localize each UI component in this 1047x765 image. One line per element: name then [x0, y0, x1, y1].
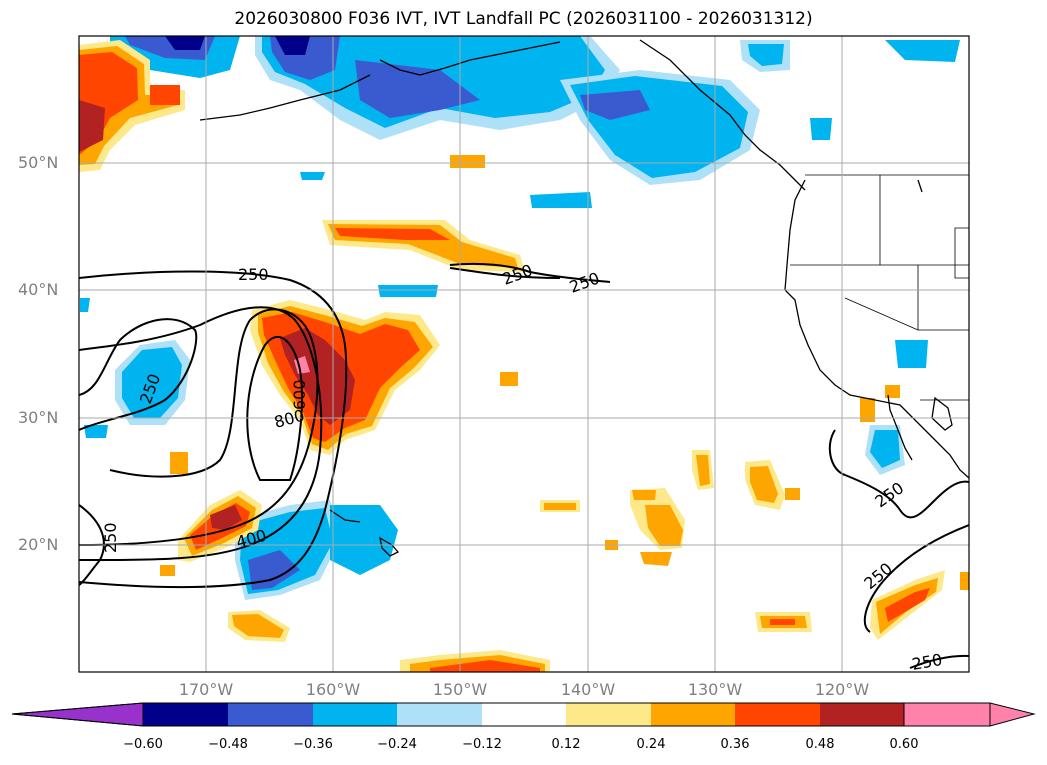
map-frame: [78, 35, 970, 673]
lon-label: 150°W: [432, 680, 488, 699]
lat-label: 20°N: [18, 535, 59, 554]
colorbar-tick: 0.48: [805, 737, 835, 752]
graticule: [79, 36, 969, 672]
contour-label: 600: [290, 379, 309, 410]
coastlines: [199, 39, 969, 557]
lon-label: 120°W: [814, 680, 870, 699]
colorbar: [11, 702, 1036, 727]
ivt-contours: [79, 262, 969, 669]
colorbar-tick: −0.12: [462, 737, 502, 752]
colorbar-tick: 0.24: [636, 737, 666, 752]
lat-label: 30°N: [18, 408, 59, 427]
colorbar-tick: −0.24: [377, 737, 417, 752]
lon-label: 170°W: [178, 680, 234, 699]
contour-label: 250: [101, 522, 120, 553]
colorbar-tick: −0.60: [123, 737, 163, 752]
lon-label: 130°W: [687, 680, 743, 699]
lon-label: 160°W: [305, 680, 361, 699]
colorbar-tick: 0.36: [720, 737, 750, 752]
map-title: 2026030800 F036 IVT, IVT Landfall PC (20…: [234, 9, 813, 29]
contour-label: 250: [238, 265, 269, 284]
colorbar-tick: 0.12: [551, 737, 581, 752]
lon-label: 140°W: [560, 680, 616, 699]
lat-label: 40°N: [18, 280, 59, 299]
lat-label: 50°N: [18, 153, 59, 172]
colorbar-tick: −0.36: [293, 737, 333, 752]
colorbar-tick: 0.60: [889, 737, 919, 752]
state-borders: [790, 174, 969, 401]
colorbar-tick: −0.48: [208, 737, 248, 752]
